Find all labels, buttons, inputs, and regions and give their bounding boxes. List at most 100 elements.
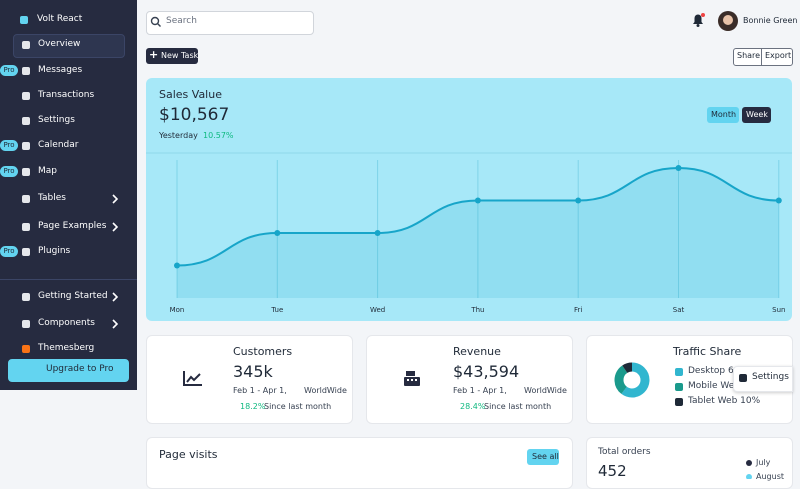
point [775,197,782,204]
icon-shape [739,374,747,382]
see-all-label: See all [532,452,559,461]
page-visits-card [146,437,573,489]
x-tick-label: Wed [370,306,385,314]
nav-icon [22,320,30,328]
month-button[interactable] [707,107,739,123]
nav-icon [20,16,28,24]
revenue-card [366,335,573,424]
stat-title: Customers [233,345,293,358]
sales-card [146,78,792,321]
see-all-button[interactable] [527,449,559,465]
chevron-path [112,194,119,204]
nav-icon [22,293,30,301]
x-tick-label: Thu [470,306,484,314]
nav-item: Overview [38,39,81,49]
area [177,168,779,298]
sales-value: $10,567 [159,105,230,125]
icon-shape [22,345,30,353]
customers-card [146,335,353,424]
stat-change: 18.2% [240,402,266,411]
x-tick-label: Sun [772,306,785,314]
orders-value: 452 [598,462,627,480]
user-name: Bonnie Green [743,16,798,25]
point [374,230,381,236]
donut-segment [614,362,650,398]
upgrade-button[interactable] [8,359,129,382]
icon-shape [22,195,30,203]
nav-icon [739,374,747,382]
plus: + [149,48,159,61]
export-label: Export [765,51,792,60]
icon-shape [22,142,30,150]
nav-icon [22,345,30,353]
nav-item: Calendar [38,140,79,150]
nav-item: Components [38,318,95,328]
icon-shape [22,320,30,328]
nav-item: Transactions [38,90,95,100]
chevron [112,194,119,204]
point [675,165,682,171]
icon-shape [675,383,683,391]
orders-title: Total orders [598,447,651,457]
x-tick-label: Sat [673,306,685,314]
nav-icon [22,117,30,125]
page-visits-title: Page visits [159,448,218,461]
nav-item: Page Examples [38,221,107,231]
search-box[interactable] [146,11,314,35]
orders-legend: August [756,472,784,481]
icon-shape [22,92,30,100]
stat-change: 28.4% [460,402,486,411]
week-button[interactable] [742,107,771,123]
register-icon [404,371,420,386]
chevron-path [112,319,119,329]
new-task-button[interactable] [146,48,198,64]
point [575,197,582,204]
icon-shape [22,293,30,301]
nav-icon [22,41,30,49]
sales-title: Sales Value [159,88,222,101]
chevron-path [112,292,119,302]
avatar[interactable] [718,11,738,31]
icon-shape [22,67,30,75]
sales-change: 10.57% [203,131,234,140]
brand: Volt React [37,14,83,24]
stat-title: Revenue [453,345,501,358]
stat-note: Since last month [264,402,332,411]
nav-item: Plugins [38,246,71,256]
traffic-donut [614,362,650,398]
bell-icon[interactable] [690,12,706,28]
nav-icon [22,92,30,100]
nav-item: Messages [38,65,83,75]
share-export-group[interactable] [733,48,793,66]
point [274,230,281,236]
nav-icon [675,383,683,391]
icon-shape [22,41,30,49]
icon-shape [22,223,30,231]
chevron [112,292,119,302]
stat-value: 345k [233,362,273,381]
stat-value: $43,594 [453,362,520,381]
nav-item: Map [38,166,57,176]
nav-item: Tables [38,193,66,203]
nav-icon [675,398,683,406]
nav-item: Themesberg [38,343,95,353]
icon-shape [22,168,30,176]
orders-legend: July [756,458,771,467]
nav-item: Getting Started [38,291,108,301]
search-icon [150,16,161,27]
line-chart: Mon Tue Wed Thu Fri Sat Sun [146,152,792,314]
traffic-legend: Desktop 60% [688,366,748,376]
sidebar-divider [0,279,137,280]
chart-icon [183,371,202,386]
chevron-path [112,222,119,232]
icon-shape [675,398,683,406]
nav-icon [22,168,30,176]
nav-icon [22,195,30,203]
chevron [112,222,119,232]
stat-range: Feb 1 - Apr 1, [233,386,287,395]
icon-shape [20,16,28,24]
stat-range: Feb 1 - Apr 1, [453,386,507,395]
nav-active [13,34,125,58]
nav-icon [675,368,683,376]
